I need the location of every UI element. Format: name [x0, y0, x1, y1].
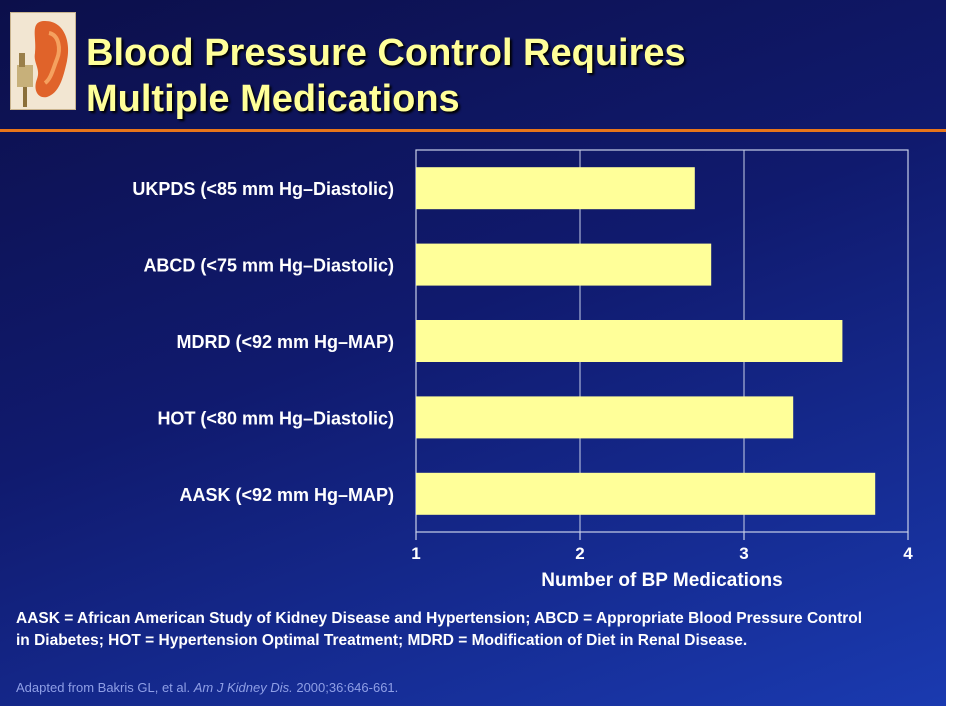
right-margin [946, 0, 960, 720]
x-tick-label: 4 [903, 544, 913, 563]
category-label: ABCD (<75 mm Hg–Diastolic) [143, 256, 394, 276]
bar [416, 167, 695, 210]
title-line-2: Multiple Medications [86, 78, 460, 120]
bar [416, 243, 712, 286]
source-journal: Am J Kidney Dis. [193, 680, 293, 695]
slide: Blood Pressure Control Requires Multiple… [0, 0, 946, 706]
source-prefix: Adapted from Bakris GL, et al. [16, 680, 194, 695]
x-tick-label: 2 [575, 544, 584, 563]
title-line-1: Blood Pressure Control Requires [86, 32, 686, 74]
category-label: AASK (<92 mm Hg–MAP) [179, 485, 394, 505]
category-label: MDRD (<92 mm Hg–MAP) [176, 332, 394, 352]
x-tick-label: 3 [739, 544, 748, 563]
kidney-logo-icon [10, 12, 76, 110]
source-suffix: 2000;36:646-661. [292, 680, 399, 695]
source-citation: Adapted from Bakris GL, et al. Am J Kidn… [16, 680, 398, 695]
bar [416, 396, 794, 439]
x-axis-title: Number of BP Medications [541, 570, 782, 591]
abbreviations-footnote: AASK = African American Study of Kidney … [16, 610, 863, 649]
bar-chart: 1 2 3 4 UKPDS (<85 mm Hg–Diastolic) ABCD (<75… [132, 149, 913, 591]
bar [416, 320, 843, 362]
label-layer: 1 2 3 4 UKPDS (<85 mm Hg–Diastolic) ABCD (<75… [132, 179, 913, 563]
category-label: HOT (<80 mm Hg–Diastolic) [157, 408, 394, 428]
category-label: UKPDS (<85 mm Hg–Diastolic) [132, 179, 394, 199]
slide-title: Blood Pressure Control Requires Multiple… [86, 30, 686, 122]
bottom-margin [0, 706, 960, 720]
x-tick-label: 1 [411, 544, 420, 563]
bar-layer [416, 167, 876, 515]
title-underline [0, 129, 946, 132]
bar [416, 472, 876, 515]
